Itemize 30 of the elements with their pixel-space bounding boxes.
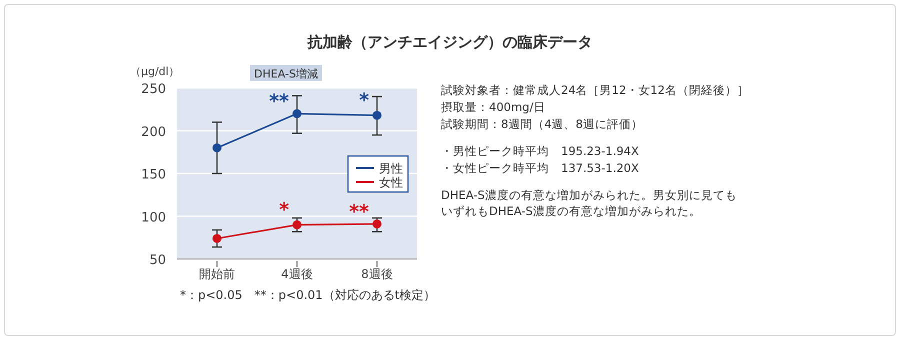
- point: [292, 109, 302, 118]
- y-axis-title: （μg/dl）: [130, 65, 180, 78]
- x-tick-label: 開始前: [199, 267, 235, 281]
- y-tick-label: 200: [141, 124, 166, 140]
- text: ・女性ピーク時平均 137.53-1.20X: [441, 160, 640, 176]
- y-tick-label: 150: [141, 168, 166, 182]
- point: [212, 234, 222, 243]
- point: [372, 219, 382, 228]
- annotation: *: [359, 89, 369, 112]
- y-tick-label: 50: [149, 253, 166, 268]
- point: [212, 143, 222, 152]
- text: ・男性ピーク時平均 195.23-1.94X: [441, 143, 640, 159]
- y-tick-label: 100: [141, 210, 166, 226]
- annotation: *: [279, 198, 289, 221]
- text: 試験期間：8週間（4週、8週に評価）: [441, 116, 644, 132]
- x-tick-label: 8週後: [361, 267, 393, 281]
- text: 試験対象者：健常成人24名［男12・女12名（閉経後）］: [441, 82, 749, 98]
- annotation: **: [269, 90, 289, 113]
- text: 抗加齢（アンチエイジング）の臨床データ: [306, 33, 592, 51]
- legend-label: 男性: [379, 162, 403, 176]
- chart-subtitle: DHEA-S増減: [254, 68, 318, 80]
- annotation: **: [349, 200, 369, 223]
- x-tick-label: 4週後: [281, 267, 313, 281]
- y-tick-label: 250: [141, 82, 166, 97]
- text: DHEA-S濃度の有意な増加がみられた。男女別に見てもいずれもDHEA-S濃度の有意な増加がみられた。: [441, 187, 738, 219]
- point: [292, 220, 302, 230]
- text: *：p<0.05 **：p<0.01（対応のあるt検定）: [180, 287, 436, 304]
- legend-label: 女性: [379, 176, 403, 190]
- text: 摂取量：400mg/日: [441, 99, 546, 115]
- point: [372, 110, 382, 120]
